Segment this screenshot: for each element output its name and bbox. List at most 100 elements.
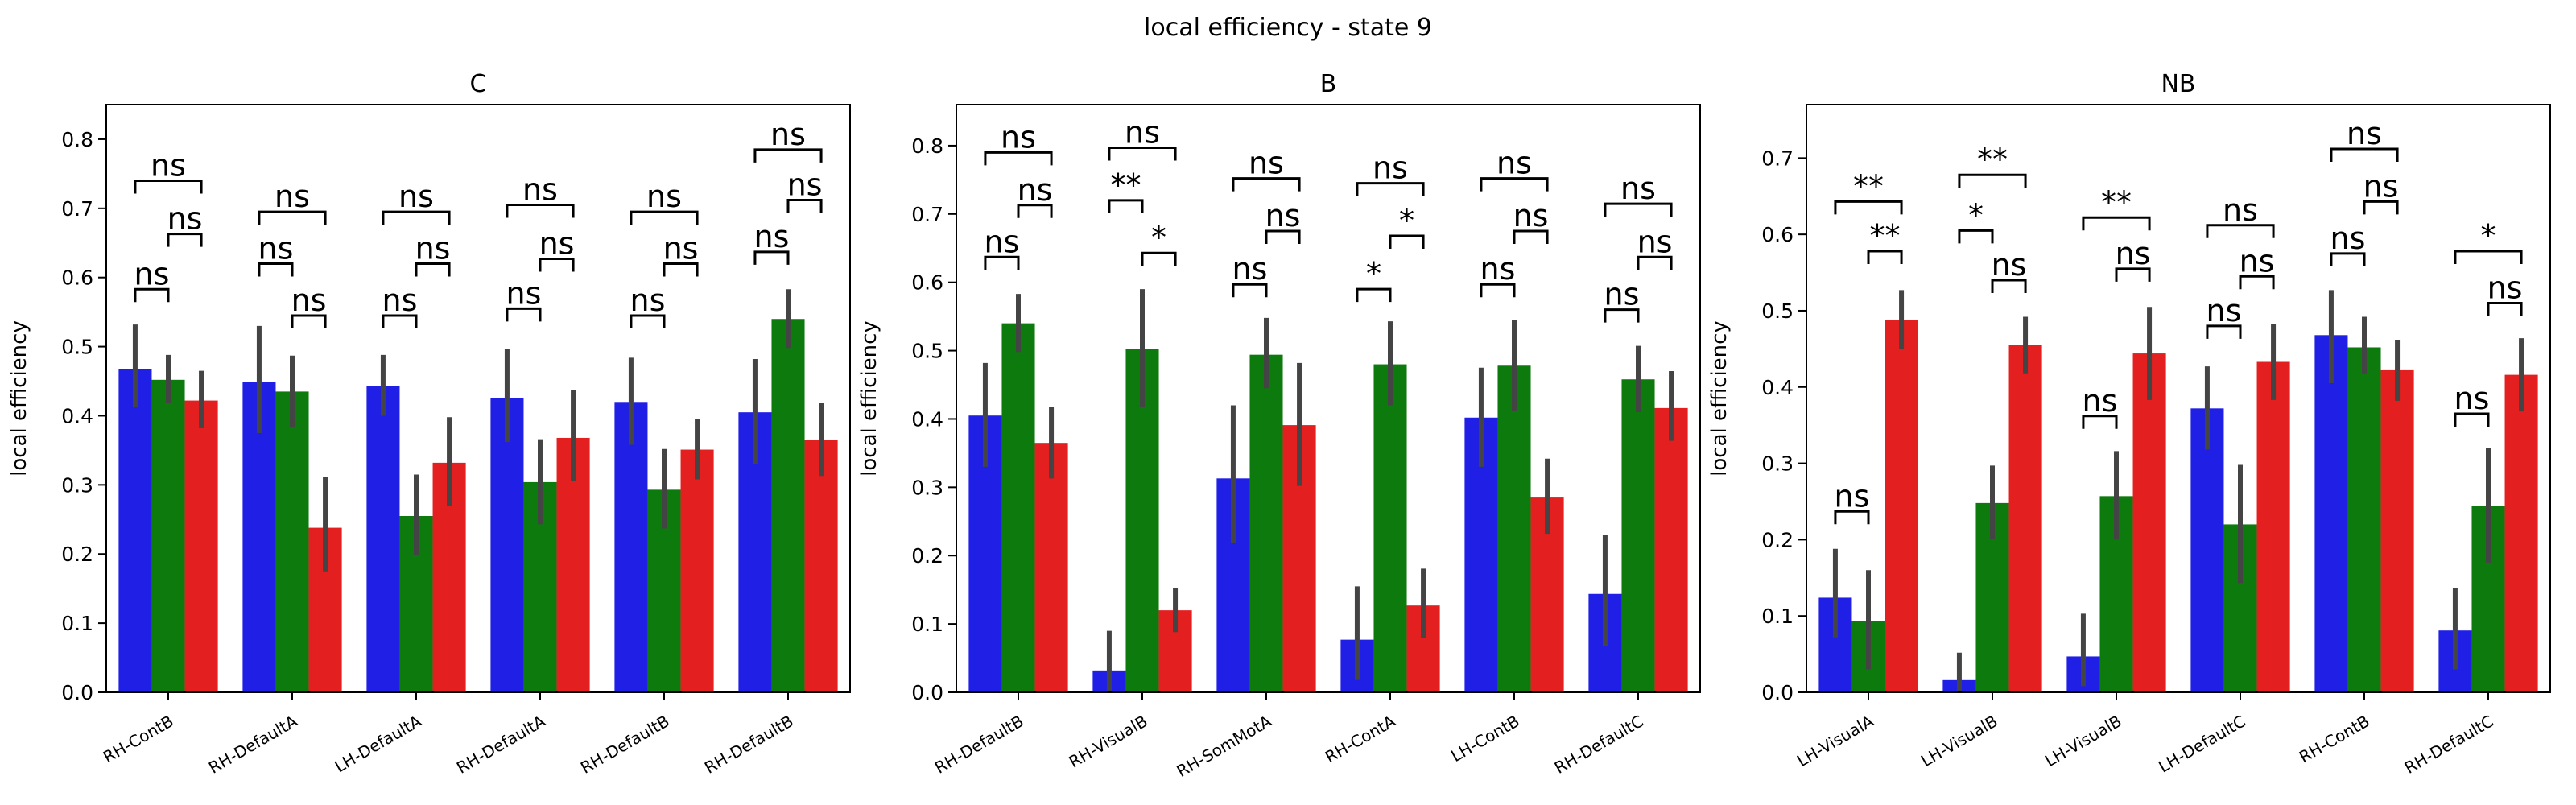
significance-bracket: [1637, 255, 1673, 270]
bar-rh-contb-s2: [2380, 369, 2414, 692]
significance-bracket: [382, 210, 451, 225]
significance-bracket: [1834, 510, 1870, 525]
significance-bracket: [1356, 182, 1425, 196]
significance-label: ns: [1232, 251, 1268, 287]
significance-label: ns: [275, 179, 310, 214]
significance-bracket: [1389, 234, 1425, 249]
y-axis-label: local efficiency: [1707, 320, 1732, 477]
bar-rh-defaultc-s2: [1654, 407, 1688, 692]
significance-label: ns: [630, 283, 666, 318]
significance-label: ns: [258, 231, 294, 266]
significance-label: ns: [522, 172, 558, 208]
bar-rh-defaultc-s2: [2504, 374, 2538, 692]
significance-label: *: [1399, 203, 1414, 238]
bar-rh-contb-s0: [118, 369, 152, 692]
bar-lh-defaultc-s0: [2190, 408, 2224, 692]
significance-label: ns: [2330, 221, 2366, 256]
y-tick-label: 0.8: [61, 128, 93, 151]
significance-bracket: [663, 262, 699, 277]
significance-bracket: [753, 250, 790, 265]
significance-bracket: [1867, 250, 1903, 265]
significance-label: *: [1968, 197, 1984, 233]
significance-bracket: [1141, 251, 1177, 266]
significance-label: ns: [1125, 114, 1160, 150]
significance-label: ns: [1992, 247, 2027, 283]
bar-lh-visualb-s2: [2008, 345, 2042, 692]
y-tick-label: 0.4: [1761, 376, 1794, 399]
significance-label: ns: [1001, 119, 1036, 155]
y-tick-label: 0.0: [61, 681, 93, 704]
significance-bracket: [984, 255, 1020, 270]
significance-bracket: [2454, 412, 2490, 427]
bar-rh-contb-s0: [2314, 335, 2348, 692]
significance-label: ns: [382, 283, 418, 318]
significance-bracket: [506, 204, 575, 218]
significance-label: *: [1151, 220, 1166, 255]
significance-bracket: [2206, 324, 2242, 339]
y-tick-label: 0.3: [61, 473, 93, 497]
chart-title: NB: [2161, 70, 2195, 98]
y-tick-label: 0.2: [61, 543, 93, 566]
significance-bracket: [630, 210, 699, 225]
y-tick-label: 0.8: [911, 134, 943, 158]
y-tick-label: 0.6: [61, 266, 93, 290]
bar-lh-visuala-s2: [1885, 320, 1918, 692]
significance-label: ns: [787, 167, 823, 203]
significance-label: ns: [2116, 236, 2151, 271]
significance-bracket: [1265, 229, 1301, 245]
significance-bracket: [2454, 250, 2523, 265]
y-tick-label: 0.5: [61, 336, 93, 359]
y-tick-label: 0.1: [1761, 605, 1794, 628]
significance-bracket: [2330, 147, 2399, 162]
significance-label: ns: [2363, 168, 2399, 204]
significance-bracket: [2082, 216, 2151, 231]
significance-label: ns: [2207, 293, 2242, 328]
significance-bracket: [1604, 202, 1673, 217]
significance-label: ns: [1835, 478, 1870, 514]
y-tick-label: 0.7: [911, 203, 943, 226]
significance-label: *: [1366, 256, 1381, 291]
significance-label: ns: [770, 117, 806, 152]
significance-label: ns: [646, 179, 682, 214]
bar-rh-sommota-s1: [1249, 354, 1283, 692]
significance-label: **: [1110, 167, 1141, 203]
significance-bracket: [2330, 252, 2366, 266]
significance-label: **: [2101, 184, 2132, 220]
significance-label: ns: [1480, 251, 1516, 287]
significance-label: ns: [2487, 270, 2523, 305]
y-tick-label: 0.7: [1761, 147, 1794, 170]
significance-bracket: [1958, 173, 2027, 188]
significance-label: ns: [291, 283, 327, 318]
significance-bracket: [2115, 267, 2151, 282]
y-tick-label: 0.5: [1761, 299, 1794, 323]
significance-label: ns: [1265, 198, 1301, 233]
bar-rh-defaultb-s2: [1034, 443, 1068, 692]
significance-bracket: [134, 179, 203, 194]
y-tick-label: 0.0: [1761, 681, 1794, 704]
chart-title: C: [470, 70, 487, 98]
significance-label: ns: [2083, 383, 2118, 419]
bar-rh-defaultb-s2: [680, 449, 714, 692]
bar-rh-defaultc-s1: [1621, 379, 1655, 692]
bar-lh-contb-s1: [1497, 365, 1531, 692]
y-axis-label: local efficiency: [857, 320, 881, 477]
significance-bracket: [630, 314, 666, 328]
significance-bracket: [258, 210, 327, 225]
significance-label: ns: [2223, 192, 2258, 228]
significance-bracket: [1480, 283, 1516, 298]
significance-bracket: [506, 307, 542, 322]
significance-bracket: [1232, 283, 1268, 298]
y-tick-label: 0.4: [911, 407, 943, 431]
significance-bracket: [167, 233, 203, 247]
bar-rh-defaulta-s0: [490, 398, 524, 692]
bar-lh-defaulta-s0: [366, 386, 400, 692]
bar-rh-defaultb-s1: [1001, 323, 1035, 692]
y-axis-label: local efficiency: [7, 320, 31, 477]
significance-label: ns: [1620, 171, 1656, 206]
significance-label: ns: [754, 219, 790, 254]
bar-lh-defaultc-s2: [2256, 361, 2290, 692]
y-tick-label: 0.1: [61, 612, 93, 635]
significance-label: *: [2481, 218, 2496, 254]
significance-bracket: [1513, 229, 1549, 245]
significance-bracket: [1356, 287, 1392, 303]
